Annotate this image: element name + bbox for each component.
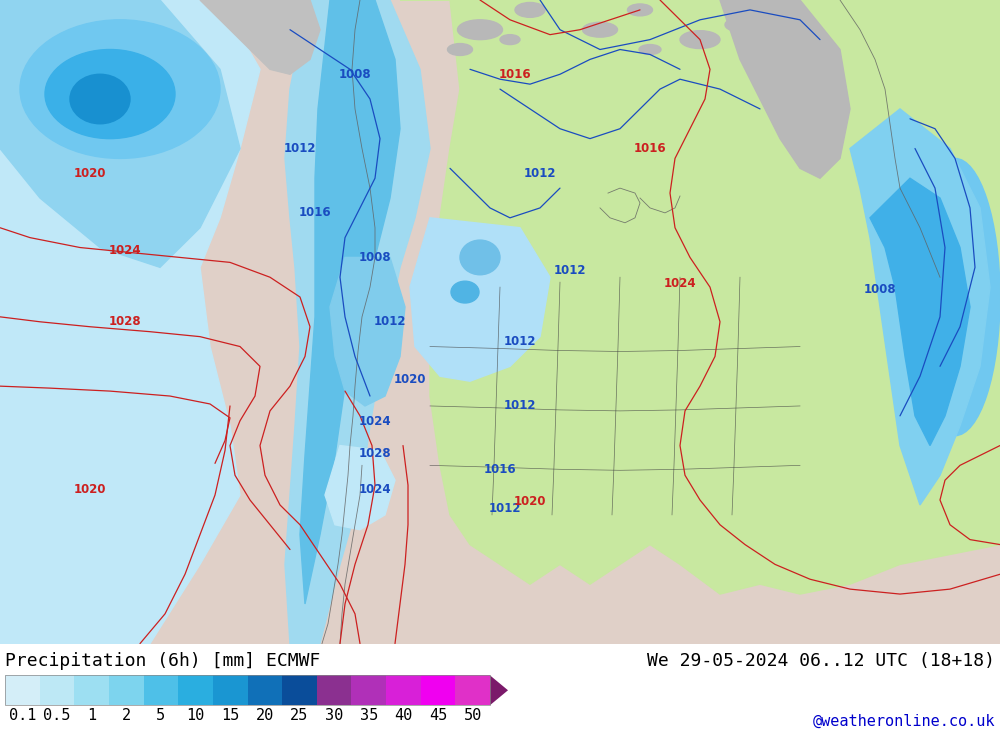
Text: 1020: 1020 bbox=[74, 167, 106, 180]
Ellipse shape bbox=[448, 43, 473, 56]
Text: 30: 30 bbox=[325, 708, 343, 723]
Polygon shape bbox=[410, 218, 550, 381]
Text: 35: 35 bbox=[360, 708, 378, 723]
Ellipse shape bbox=[582, 22, 618, 37]
Text: 1016: 1016 bbox=[634, 141, 666, 155]
Text: 1024: 1024 bbox=[664, 276, 696, 290]
Polygon shape bbox=[200, 0, 320, 74]
Polygon shape bbox=[870, 178, 970, 446]
Bar bbox=[317, 675, 351, 705]
Bar bbox=[282, 675, 317, 705]
Text: 1012: 1012 bbox=[504, 334, 536, 347]
Bar bbox=[144, 675, 178, 705]
Ellipse shape bbox=[910, 158, 1000, 435]
Text: 1016: 1016 bbox=[499, 67, 531, 81]
Bar bbox=[5, 675, 40, 705]
Polygon shape bbox=[560, 0, 850, 307]
Polygon shape bbox=[400, 0, 1000, 594]
Text: 1008: 1008 bbox=[864, 283, 896, 296]
Text: 1012: 1012 bbox=[284, 141, 316, 155]
Text: 1016: 1016 bbox=[484, 463, 516, 476]
Text: 20: 20 bbox=[256, 708, 274, 723]
Bar bbox=[248, 675, 282, 705]
Ellipse shape bbox=[515, 2, 545, 18]
Ellipse shape bbox=[451, 281, 479, 303]
Ellipse shape bbox=[45, 50, 175, 139]
Bar bbox=[455, 675, 490, 705]
Text: 1012: 1012 bbox=[524, 167, 556, 180]
Text: 1020: 1020 bbox=[74, 482, 106, 496]
Ellipse shape bbox=[725, 18, 755, 32]
Text: 1024: 1024 bbox=[109, 245, 141, 257]
Text: 10: 10 bbox=[186, 708, 205, 723]
Text: 1016: 1016 bbox=[299, 206, 331, 219]
Polygon shape bbox=[490, 675, 508, 705]
Bar bbox=[213, 675, 248, 705]
Polygon shape bbox=[325, 446, 395, 530]
Bar bbox=[74, 675, 109, 705]
Text: 1028: 1028 bbox=[359, 447, 391, 460]
Text: 1008: 1008 bbox=[339, 67, 371, 81]
Ellipse shape bbox=[20, 20, 220, 158]
Text: 0.1: 0.1 bbox=[9, 708, 36, 723]
Text: 50: 50 bbox=[464, 708, 482, 723]
Bar bbox=[40, 675, 74, 705]
Text: 40: 40 bbox=[394, 708, 413, 723]
Text: 15: 15 bbox=[221, 708, 239, 723]
Text: 1012: 1012 bbox=[489, 502, 521, 515]
Text: 1008: 1008 bbox=[359, 251, 391, 264]
Ellipse shape bbox=[460, 240, 500, 275]
Text: @weatheronline.co.uk: @weatheronline.co.uk bbox=[812, 714, 995, 729]
Polygon shape bbox=[720, 0, 850, 178]
Ellipse shape bbox=[500, 34, 520, 45]
Polygon shape bbox=[850, 109, 990, 505]
Text: 45: 45 bbox=[429, 708, 447, 723]
Ellipse shape bbox=[70, 74, 130, 124]
Polygon shape bbox=[330, 257, 405, 406]
Ellipse shape bbox=[458, 20, 503, 40]
Text: 1028: 1028 bbox=[109, 315, 141, 328]
Ellipse shape bbox=[639, 45, 661, 54]
Text: 1: 1 bbox=[87, 708, 96, 723]
Text: 1012: 1012 bbox=[374, 315, 406, 328]
Text: 2: 2 bbox=[122, 708, 131, 723]
Polygon shape bbox=[0, 0, 240, 268]
Text: 1012: 1012 bbox=[554, 264, 586, 277]
Ellipse shape bbox=[680, 31, 720, 48]
Text: 1012: 1012 bbox=[504, 399, 536, 412]
Bar bbox=[351, 675, 386, 705]
Text: We 29-05-2024 06..12 UTC (18+18): We 29-05-2024 06..12 UTC (18+18) bbox=[647, 652, 995, 669]
Text: Precipitation (6h) [mm] ECMWF: Precipitation (6h) [mm] ECMWF bbox=[5, 652, 320, 669]
Text: 1020: 1020 bbox=[394, 373, 426, 386]
Polygon shape bbox=[300, 0, 400, 604]
Polygon shape bbox=[285, 0, 430, 644]
Bar bbox=[421, 675, 455, 705]
Bar bbox=[109, 675, 144, 705]
Bar bbox=[178, 675, 213, 705]
Text: 1024: 1024 bbox=[359, 482, 391, 496]
Text: 5: 5 bbox=[156, 708, 165, 723]
Ellipse shape bbox=[628, 4, 652, 16]
Text: 25: 25 bbox=[290, 708, 309, 723]
Text: 1024: 1024 bbox=[359, 415, 391, 428]
Text: 1020: 1020 bbox=[514, 496, 546, 509]
Bar bbox=[5, 675, 490, 705]
Bar bbox=[386, 675, 421, 705]
Polygon shape bbox=[0, 0, 260, 644]
Text: 0.5: 0.5 bbox=[43, 708, 71, 723]
